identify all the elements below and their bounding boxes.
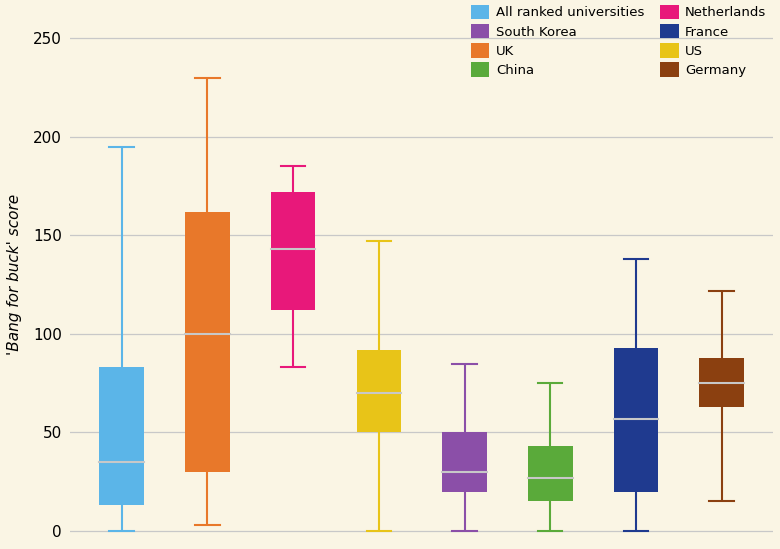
Bar xyxy=(442,433,487,491)
Bar xyxy=(700,357,744,407)
Bar xyxy=(99,367,144,506)
Bar xyxy=(614,348,658,491)
Bar xyxy=(528,446,573,501)
Bar xyxy=(185,212,229,472)
Y-axis label: 'Bang for buck' score: 'Bang for buck' score xyxy=(7,194,22,355)
Bar xyxy=(356,350,401,433)
Legend: All ranked universities, South Korea, UK, China, Netherlands, France, US, German: All ranked universities, South Korea, UK… xyxy=(471,5,767,77)
Bar xyxy=(271,192,315,310)
